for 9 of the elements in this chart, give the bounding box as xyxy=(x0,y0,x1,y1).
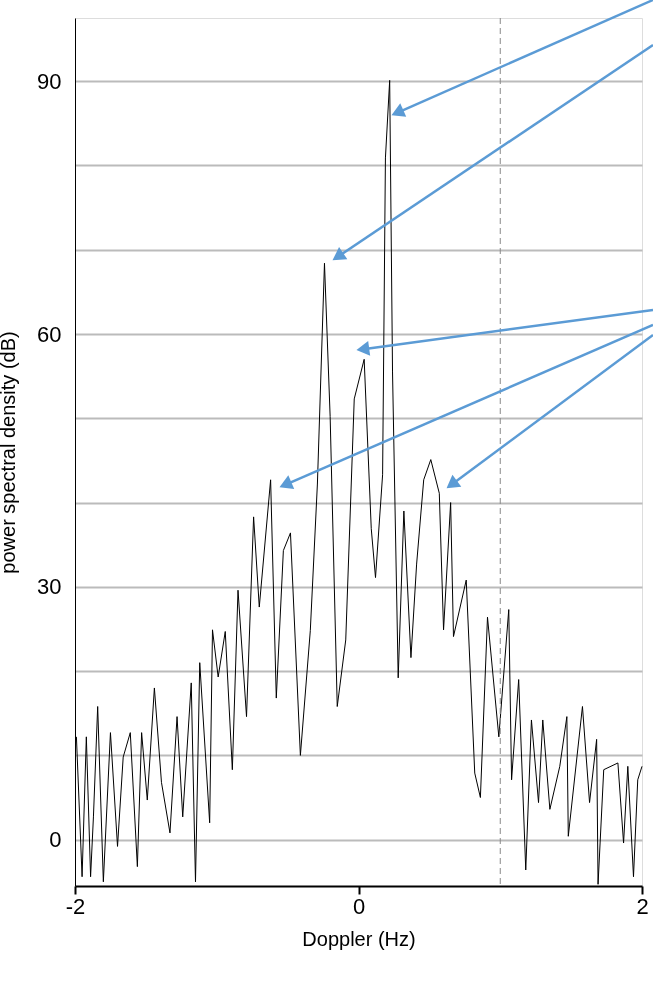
y-tick-label: 0 xyxy=(49,827,62,853)
y-tick-label: 60 xyxy=(37,321,62,347)
y-tick-label: 90 xyxy=(37,68,62,94)
y-axis-title: power spectral density (dB) xyxy=(0,331,20,574)
x-axis-title: Doppler (Hz) xyxy=(302,927,416,950)
y-tick-label: 30 xyxy=(37,574,62,600)
x-tick-label: 2 xyxy=(636,893,649,919)
x-tick-label: 0 xyxy=(352,893,366,919)
x-tick-label: -2 xyxy=(65,893,86,919)
